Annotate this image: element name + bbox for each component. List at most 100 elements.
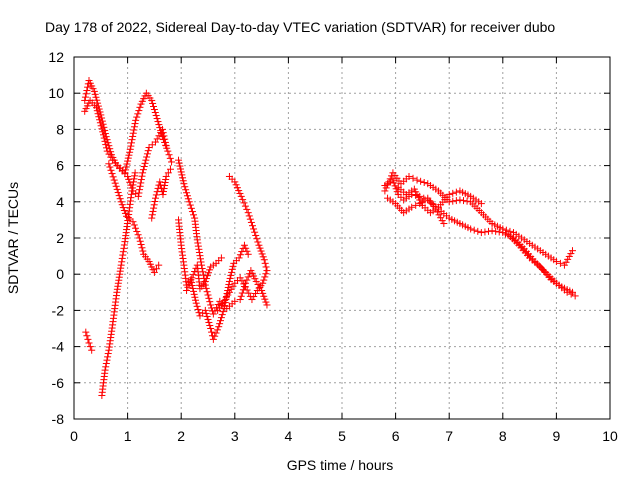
- data-marker: [391, 182, 399, 190]
- data-marker: [153, 135, 161, 143]
- y-tick-label: 8: [56, 121, 64, 137]
- data-marker: [189, 271, 197, 279]
- data-marker: [182, 186, 190, 194]
- data-point: [209, 335, 217, 343]
- data-marker: [229, 282, 237, 290]
- data-marker: [203, 312, 211, 320]
- data-marker: [120, 206, 128, 214]
- data-marker: [202, 284, 210, 292]
- data-point: [209, 310, 217, 318]
- data-marker: [258, 250, 266, 258]
- data-marker: [111, 179, 119, 187]
- data-marker: [237, 292, 245, 300]
- data-marker: [420, 178, 428, 186]
- data-point: [250, 225, 258, 233]
- data-marker: [118, 258, 126, 266]
- data-marker: [126, 148, 134, 156]
- data-marker: [150, 105, 158, 113]
- data-marker: [228, 268, 236, 276]
- data-point: [148, 214, 156, 222]
- data-marker: [242, 244, 250, 252]
- data-marker: [82, 90, 90, 98]
- data-marker: [485, 227, 493, 235]
- data-marker: [206, 321, 214, 329]
- data-marker: [262, 263, 270, 271]
- data-marker: [190, 211, 198, 219]
- data-marker: [186, 201, 194, 209]
- data-marker: [567, 250, 575, 258]
- data-marker: [135, 107, 143, 115]
- data-point: [139, 169, 147, 177]
- data-marker: [124, 154, 132, 162]
- data-marker: [149, 99, 157, 107]
- data-marker: [261, 273, 269, 281]
- data-marker: [195, 245, 203, 253]
- data-marker: [495, 228, 503, 236]
- data-marker: [184, 195, 192, 203]
- data-marker: [128, 136, 136, 144]
- data-marker: [100, 134, 108, 142]
- data-marker: [502, 226, 510, 234]
- data-marker: [83, 86, 91, 94]
- y-tick-label: -8: [52, 411, 65, 427]
- data-point: [440, 220, 448, 228]
- data-marker: [179, 177, 187, 185]
- data-marker: [137, 176, 145, 184]
- data-marker: [435, 211, 443, 219]
- data-marker: [196, 255, 204, 263]
- data-marker: [114, 188, 122, 196]
- data-marker: [238, 289, 246, 297]
- data-marker: [95, 113, 103, 121]
- data-marker: [437, 214, 445, 222]
- data-marker: [184, 283, 192, 291]
- data-marker: [214, 301, 222, 309]
- data-marker: [194, 305, 202, 313]
- data-point: [82, 328, 90, 336]
- data-point: [153, 115, 161, 123]
- data-marker: [259, 253, 267, 261]
- data-marker: [183, 192, 191, 200]
- data-marker: [452, 197, 460, 205]
- data-marker: [128, 184, 136, 192]
- data-point: [231, 279, 239, 287]
- y-tick-label: -4: [52, 339, 65, 355]
- data-point: [151, 194, 159, 202]
- data-point: [231, 297, 239, 305]
- data-marker: [98, 125, 106, 133]
- data-point: [151, 138, 159, 146]
- data-point: [162, 172, 170, 180]
- data-point: [188, 274, 196, 282]
- data-marker: [122, 163, 130, 171]
- data-marker: [240, 199, 248, 207]
- data-point: [164, 147, 172, 155]
- data-marker: [163, 144, 171, 152]
- data-marker: [160, 136, 168, 144]
- data-marker: [412, 201, 420, 209]
- data-marker: [438, 217, 446, 225]
- data-marker: [206, 266, 214, 274]
- data-point: [180, 180, 188, 188]
- data-point: [158, 133, 166, 141]
- data-marker: [204, 291, 212, 299]
- data-marker: [104, 353, 112, 361]
- data-marker: [205, 318, 213, 326]
- data-marker: [102, 359, 110, 367]
- data-marker: [470, 226, 478, 234]
- data-marker: [176, 162, 184, 170]
- data-point: [236, 296, 244, 304]
- data-marker: [153, 265, 161, 273]
- data-marker: [115, 192, 123, 200]
- data-marker: [224, 283, 232, 291]
- data-marker: [160, 185, 168, 193]
- data-point: [175, 156, 183, 164]
- data-point: [253, 286, 261, 294]
- data-marker: [130, 126, 138, 134]
- data-point: [117, 261, 125, 269]
- data-marker: [244, 273, 252, 281]
- data-marker: [247, 218, 255, 226]
- data-marker: [243, 247, 251, 255]
- data-marker: [243, 205, 251, 213]
- data-marker: [157, 127, 165, 135]
- data-marker: [175, 159, 183, 167]
- data-point: [214, 306, 222, 314]
